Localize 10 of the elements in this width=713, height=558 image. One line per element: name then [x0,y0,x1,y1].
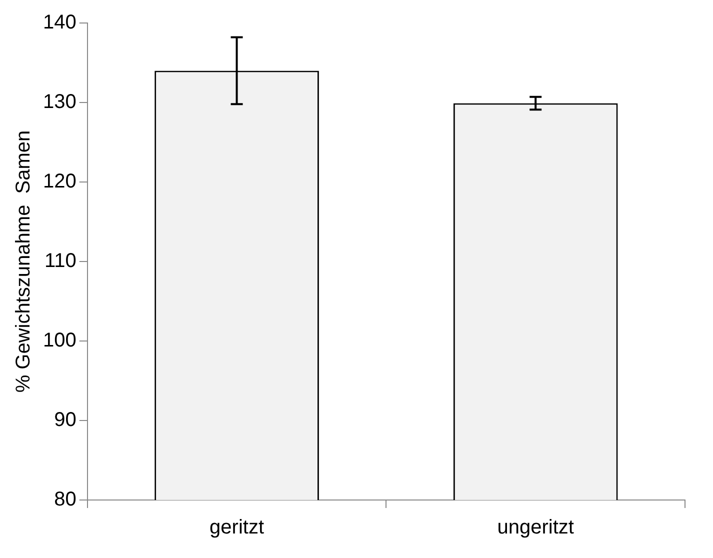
y-tick-label: 80 [54,488,76,511]
x-tick-label: geritzt [210,516,264,539]
y-tick-label: 120 [42,170,76,193]
y-tick-label: 90 [54,409,76,432]
x-tick-label: ungeritzt [497,516,574,539]
y-tick-label: 140 [42,12,76,34]
y-tick-label: 110 [44,250,76,272]
y-axis-title: % Gewichtszunahme Samen [12,130,35,393]
y-tick-label: 100 [42,330,76,352]
y-tick-label: 130 [42,91,76,114]
